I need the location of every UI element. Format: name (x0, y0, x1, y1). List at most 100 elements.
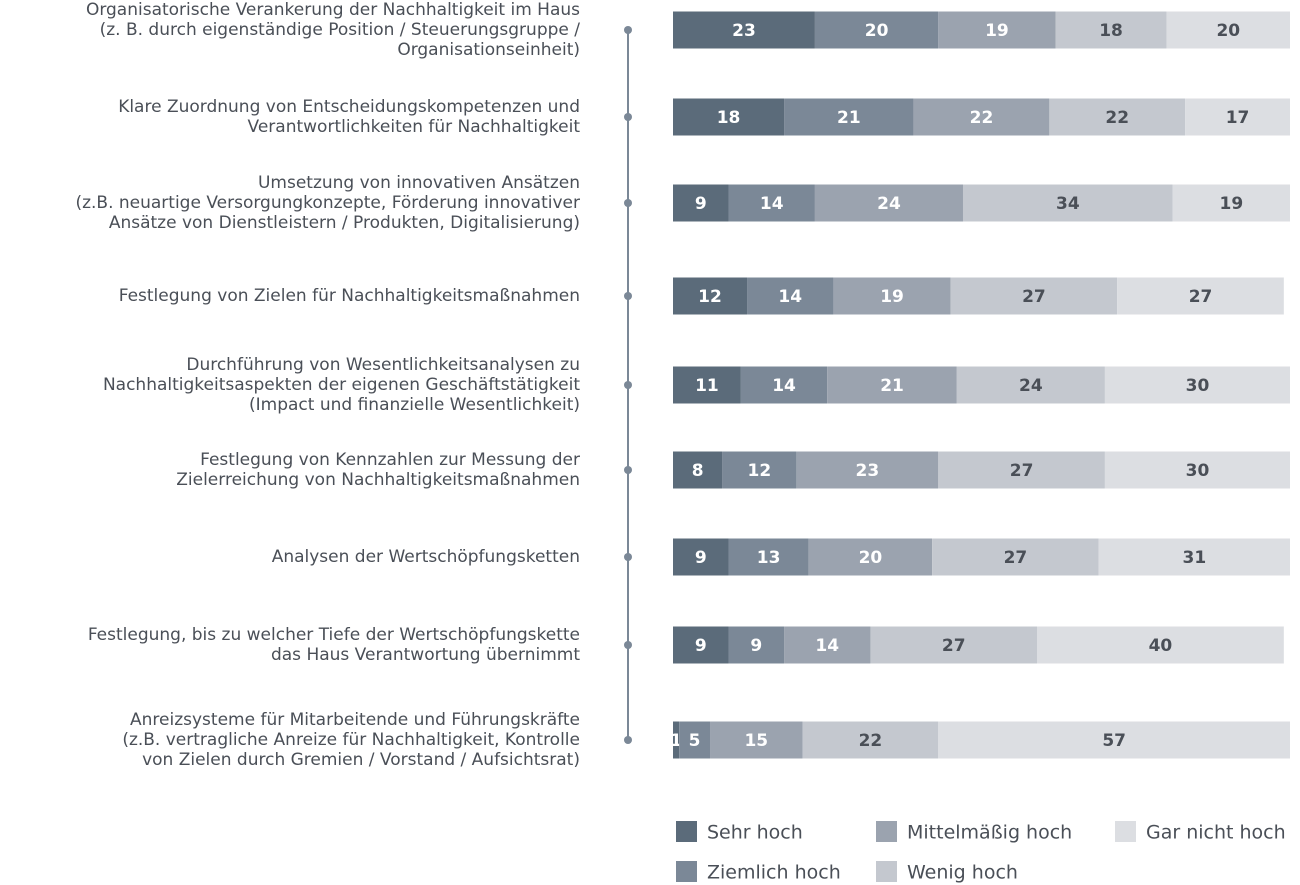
value-label: 18 (717, 108, 741, 128)
legend-label: Ziemlich hoch (707, 862, 841, 884)
bar-segment (1104, 451, 1290, 489)
value-label: 12 (748, 461, 772, 481)
value-label: 27 (942, 636, 966, 656)
category-label: Organisationseinheit) (397, 40, 580, 60)
category-label: von Zielen durch Gremien / Vorstand / Au… (142, 750, 580, 770)
value-label: 9 (695, 548, 707, 568)
category-label: (z. B. durch eigenständige Position / St… (100, 20, 581, 40)
bar-segment (814, 184, 963, 222)
legend-label: Gar nicht hoch (1146, 822, 1286, 844)
value-label: 1 (670, 731, 682, 751)
category-label: Nachhaltigkeitsaspekten der eigenen Gesc… (103, 375, 580, 395)
bar-segment (796, 451, 939, 489)
bar-segment (938, 721, 1290, 759)
bar-segment (673, 538, 729, 576)
bar-segment (673, 366, 741, 404)
value-label: 23 (856, 461, 880, 481)
category-label: Organisatorische Verankerung der Nachhal… (86, 0, 580, 20)
value-label: 21 (880, 376, 904, 396)
bar-segment (784, 626, 871, 664)
category-label: das Haus Verantwortung übernimmt (271, 645, 580, 665)
value-label: 23 (732, 21, 756, 41)
legend-label: Mittelmäßig hoch (907, 822, 1072, 844)
bar-segment (833, 277, 951, 315)
bar-segment (1104, 366, 1290, 404)
value-label: 57 (1102, 731, 1126, 751)
value-label: 12 (698, 287, 722, 307)
value-label: 22 (1105, 108, 1129, 128)
value-label: 20 (865, 21, 889, 41)
bar-segment (827, 366, 957, 404)
bar-segment (1055, 11, 1167, 49)
value-label: 19 (880, 287, 904, 307)
value-label: 27 (1189, 287, 1213, 307)
value-label: 9 (695, 636, 707, 656)
bar-segment (814, 11, 939, 49)
bar-segment (679, 721, 711, 759)
bar-segment (728, 184, 815, 222)
axis-dot (624, 466, 632, 474)
value-label: 40 (1149, 636, 1173, 656)
value-label: 20 (859, 548, 883, 568)
value-label: 22 (970, 108, 994, 128)
value-label: 24 (1019, 376, 1043, 396)
axis-dot (624, 553, 632, 561)
bar-segment (722, 451, 797, 489)
category-label: Ansätze von Dienstleistern / Produkten, … (109, 213, 580, 233)
category-label: (z.B. vertragliche Anreize für Nachhalti… (122, 730, 580, 750)
value-label: 14 (815, 636, 839, 656)
bar-segment (728, 626, 785, 664)
category-label: Analysen der Wertschöpfungsketten (272, 547, 580, 567)
value-label: 8 (692, 461, 704, 481)
value-label: 27 (1022, 287, 1046, 307)
axis-dot (624, 736, 632, 744)
value-label: 14 (778, 287, 802, 307)
bar-segment (950, 277, 1118, 315)
bar-segment (728, 538, 809, 576)
category-label: Umsetzung von innovativen Ansätzen (258, 173, 580, 193)
value-label: 30 (1186, 376, 1210, 396)
category-label: Festlegung, bis zu welcher Tiefe der Wer… (88, 625, 580, 645)
value-label: 5 (689, 731, 701, 751)
value-label: 34 (1056, 194, 1080, 214)
bar-segment (1166, 11, 1290, 49)
bar-segment (938, 451, 1105, 489)
axis-dot (624, 381, 632, 389)
bar-segment (673, 721, 680, 759)
bar-segment (673, 626, 729, 664)
bar-segment (1098, 538, 1290, 576)
value-label: 30 (1186, 461, 1210, 481)
axis-dot (624, 292, 632, 300)
bar-segment (673, 277, 748, 315)
value-label: 19 (985, 21, 1009, 41)
value-label: 21 (837, 108, 861, 128)
axis-dot (624, 113, 632, 121)
axis-dot (624, 26, 632, 34)
bar-segment (1185, 98, 1290, 136)
legend-swatch (1115, 821, 1136, 842)
bar-segment (808, 538, 933, 576)
category-label: (Impact und finanzielle Wesentlichkeit) (249, 395, 580, 415)
category-label: Verantwortlichkeiten für Nachhaltigkeit (248, 117, 581, 137)
bar-segment (747, 277, 834, 315)
bar-segment (1172, 184, 1290, 222)
value-label: 11 (695, 376, 719, 396)
category-label: Klare Zuordnung von Entscheidungskompete… (118, 97, 580, 117)
category-label: Festlegung von Zielen für Nachhaltigkeit… (119, 286, 580, 306)
axis-dot (624, 199, 632, 207)
bar-segment (1049, 98, 1186, 136)
value-label: 31 (1183, 548, 1207, 568)
category-label: (z.B. neuartige Versorgungkonzepte, Förd… (75, 193, 580, 213)
bar-segment (802, 721, 939, 759)
category-label: Festlegung von Kennzahlen zur Messung de… (200, 450, 580, 470)
bar-segment (710, 721, 803, 759)
bar-segment (962, 184, 1173, 222)
value-label: 14 (760, 194, 784, 214)
bar-segment (784, 98, 914, 136)
legend-swatch (876, 821, 897, 842)
bar-segment (870, 626, 1038, 664)
bar-segment (673, 184, 729, 222)
bar-segment (1037, 626, 1284, 664)
value-label: 19 (1220, 194, 1244, 214)
